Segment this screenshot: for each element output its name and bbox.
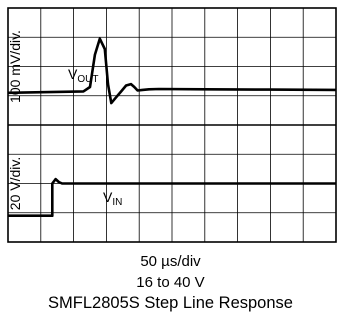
traces — [7, 37, 337, 217]
trace-out — [7, 37, 337, 105]
y-axis-label: 20 V/div. — [7, 157, 23, 210]
series-label-in: VIN — [103, 189, 122, 208]
series-label-out: VOUT — [68, 66, 98, 85]
chart-title: SMFL2805S Step Line Response — [48, 294, 293, 312]
y-axis-label: 100 mV/div. — [7, 30, 23, 103]
labels: 100 mV/div. VOUT 20 V/div. VIN — [7, 30, 122, 210]
x-axis-scale-label: 50 µs/div — [140, 253, 201, 270]
chart-subtitle: 16 to 40 V — [136, 274, 205, 291]
grid — [7, 7, 337, 243]
trace-in — [8, 177, 336, 217]
